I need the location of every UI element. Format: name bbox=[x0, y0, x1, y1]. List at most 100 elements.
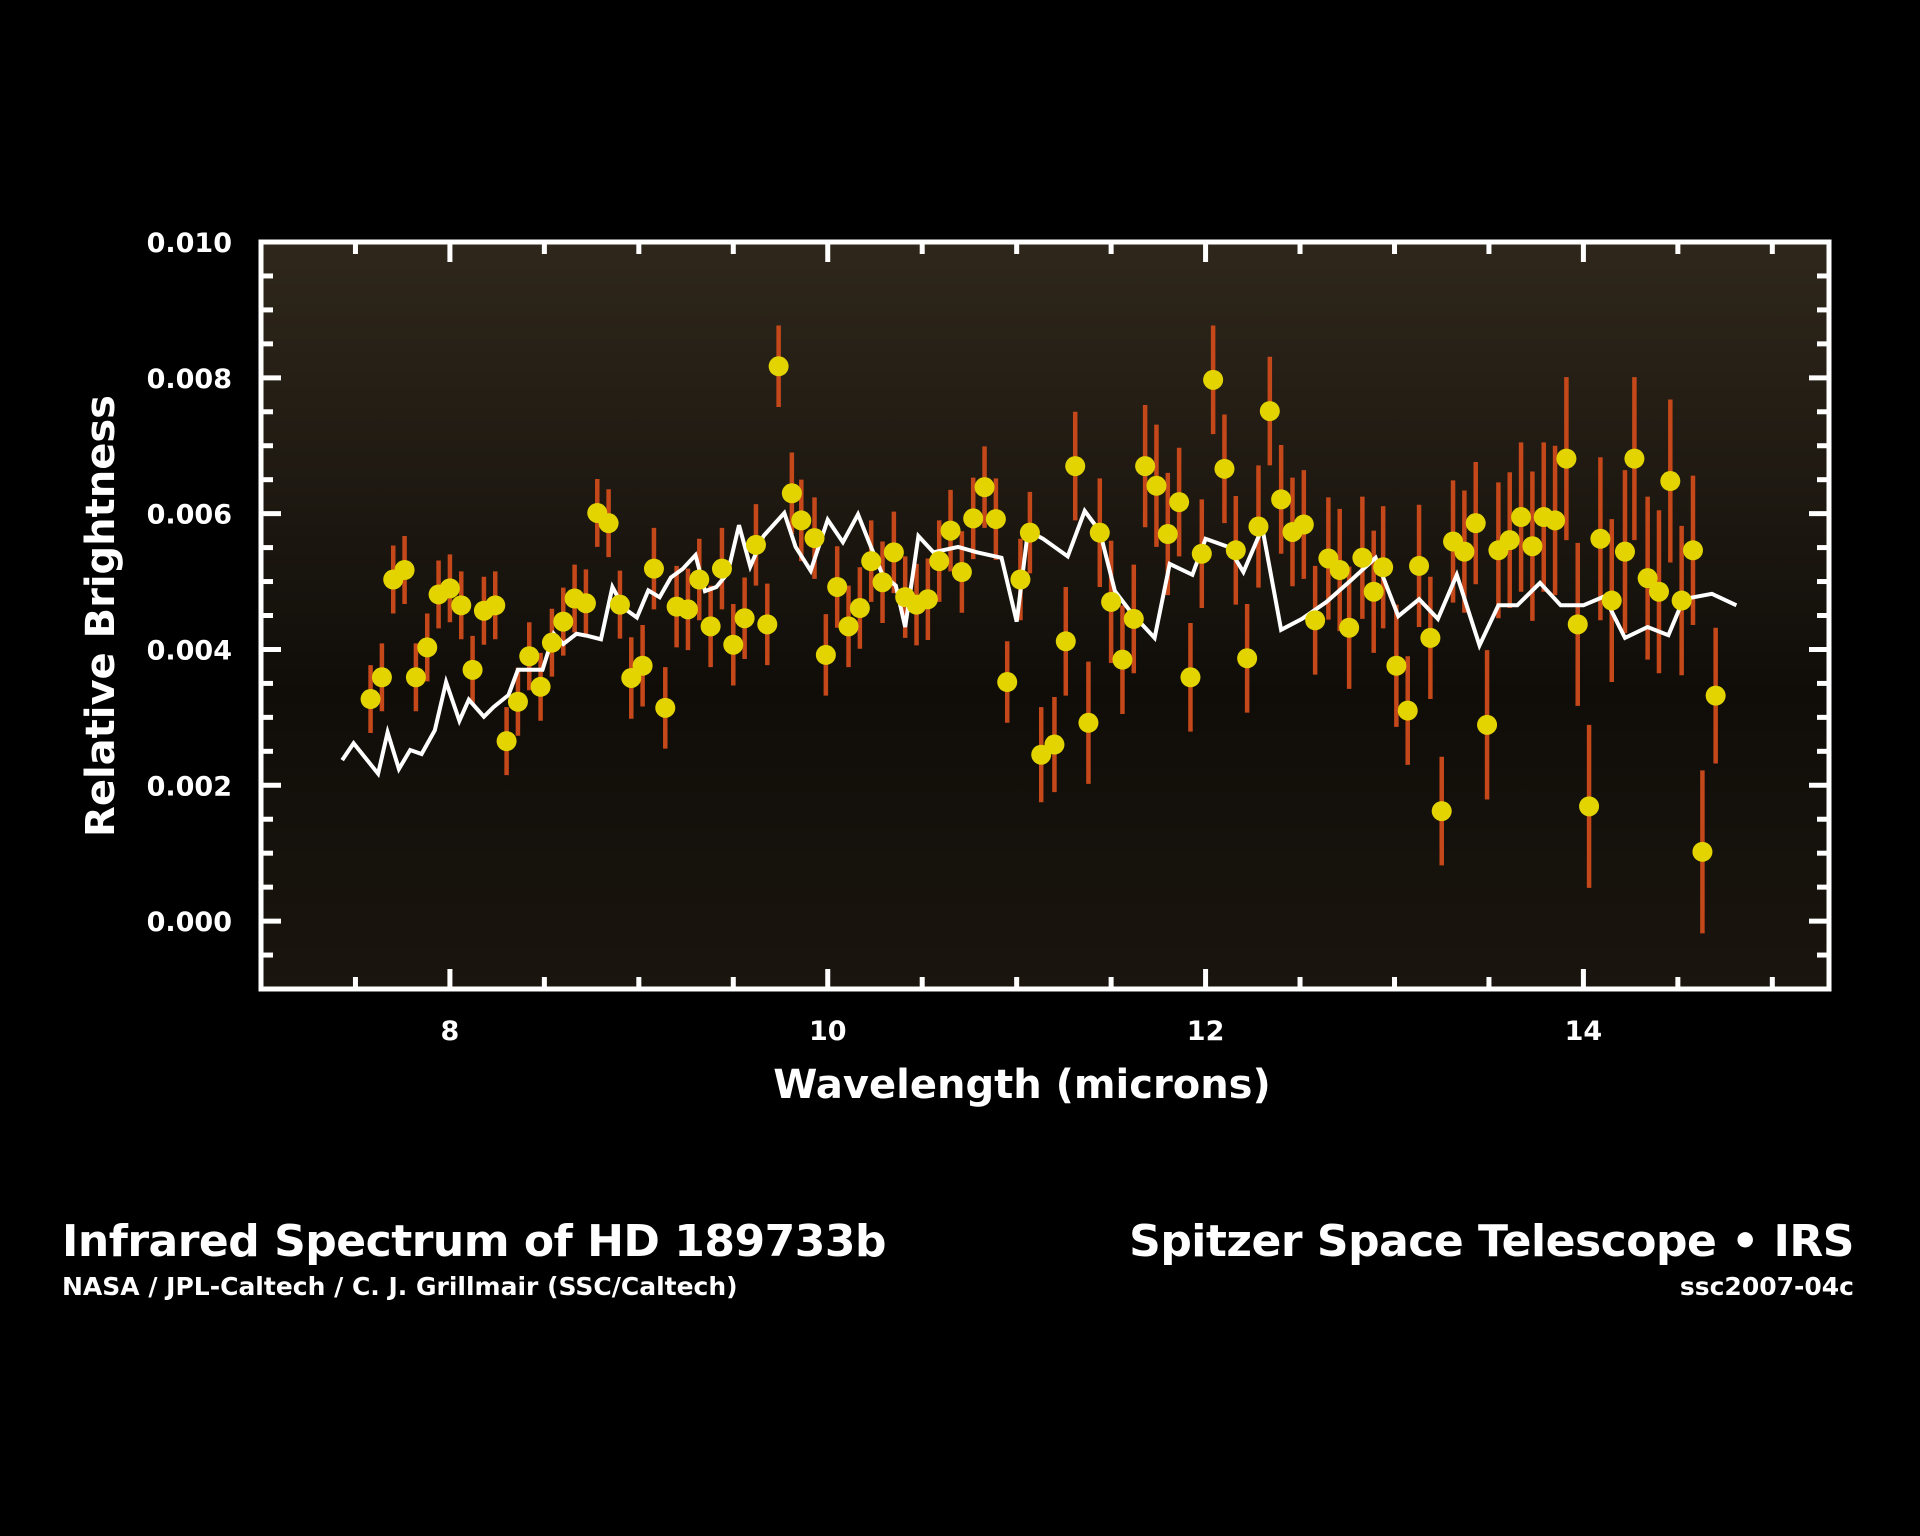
x-tick-label: 14 bbox=[1565, 1016, 1603, 1047]
data-point bbox=[711, 558, 732, 579]
data-point bbox=[1705, 685, 1726, 706]
data-point bbox=[929, 551, 950, 572]
data-point bbox=[861, 551, 882, 572]
data-point bbox=[745, 534, 766, 555]
data-point bbox=[804, 528, 825, 549]
data-point bbox=[1010, 569, 1031, 590]
data-point bbox=[655, 697, 676, 718]
data-point bbox=[1078, 712, 1099, 733]
data-point bbox=[462, 659, 483, 680]
data-point bbox=[723, 634, 744, 655]
data-point bbox=[1692, 841, 1713, 862]
data-point bbox=[1397, 700, 1418, 721]
figure-title: Infrared Spectrum of HD 189733b bbox=[62, 1216, 886, 1267]
data-point bbox=[1386, 655, 1407, 676]
data-point bbox=[1329, 560, 1350, 581]
data-point bbox=[1567, 614, 1588, 635]
data-point bbox=[1305, 610, 1326, 631]
data-point bbox=[1146, 475, 1167, 496]
y-tick-labels: 0.000 0.002 0.004 0.006 0.008 0.010 bbox=[147, 228, 232, 938]
data-point bbox=[1271, 489, 1292, 510]
x-tick-labels: 8 10 12 14 bbox=[441, 1016, 1603, 1047]
data-point bbox=[1169, 492, 1190, 513]
data-point bbox=[1614, 541, 1635, 562]
y-tick-label: 0.002 bbox=[147, 771, 232, 802]
data-point bbox=[677, 599, 698, 620]
data-point bbox=[985, 509, 1006, 530]
data-point bbox=[1420, 627, 1441, 648]
data-point bbox=[1352, 547, 1373, 568]
data-point bbox=[394, 560, 415, 581]
data-point bbox=[609, 594, 630, 615]
data-point bbox=[1065, 456, 1086, 477]
data-point bbox=[1225, 540, 1246, 561]
plot-frame bbox=[258, 239, 1832, 992]
data-point bbox=[1044, 734, 1065, 755]
y-tick-label: 0.006 bbox=[147, 500, 232, 531]
data-point bbox=[598, 513, 619, 534]
data-point bbox=[405, 667, 426, 688]
data-point bbox=[1101, 591, 1122, 612]
data-point bbox=[963, 508, 984, 529]
data-point bbox=[1157, 524, 1178, 545]
data-point bbox=[1624, 448, 1645, 469]
data-point bbox=[1579, 796, 1600, 817]
data-point bbox=[1511, 507, 1532, 528]
data-point bbox=[940, 520, 961, 541]
data-point bbox=[734, 608, 755, 629]
data-point bbox=[1373, 557, 1394, 578]
data-point bbox=[360, 689, 381, 710]
data-point bbox=[632, 655, 653, 676]
data-point bbox=[1637, 568, 1658, 589]
data-point bbox=[997, 672, 1018, 693]
data-marks bbox=[340, 325, 1738, 934]
data-point bbox=[1522, 536, 1543, 557]
data-point bbox=[1237, 648, 1258, 669]
data-point bbox=[1363, 581, 1384, 602]
data-point bbox=[1545, 510, 1566, 531]
x-tick-label: 10 bbox=[809, 1016, 847, 1047]
data-point bbox=[1648, 581, 1669, 602]
y-axis-label: Relative Brightness bbox=[78, 395, 124, 837]
y-tick-label: 0.010 bbox=[147, 228, 232, 259]
y-tick-label: 0.000 bbox=[147, 907, 232, 938]
data-point bbox=[643, 558, 664, 579]
data-point bbox=[1248, 516, 1269, 537]
data-point bbox=[496, 731, 517, 752]
data-point bbox=[1112, 649, 1133, 670]
data-point bbox=[974, 477, 995, 498]
data-point bbox=[1601, 590, 1622, 611]
y-tick-label: 0.004 bbox=[147, 635, 232, 666]
data-point bbox=[700, 616, 721, 637]
image-id: ssc2007-04c bbox=[1679, 1272, 1854, 1301]
data-point bbox=[1682, 540, 1703, 561]
data-point bbox=[1556, 448, 1577, 469]
data-point bbox=[541, 632, 562, 653]
data-point bbox=[553, 611, 574, 632]
data-point bbox=[371, 667, 392, 688]
mission-label: Spitzer Space Telescope • IRS bbox=[1129, 1216, 1854, 1267]
plot-area bbox=[261, 242, 1829, 989]
data-point bbox=[1089, 522, 1110, 543]
data-point bbox=[951, 562, 972, 583]
data-point bbox=[815, 644, 836, 665]
data-point bbox=[1465, 513, 1486, 534]
x-tick-label: 12 bbox=[1187, 1016, 1225, 1047]
data-point bbox=[849, 598, 870, 619]
y-tick-label: 0.008 bbox=[147, 364, 232, 395]
data-point bbox=[827, 576, 848, 597]
data-point bbox=[519, 646, 540, 667]
data-point bbox=[1214, 458, 1235, 479]
data-point bbox=[1259, 401, 1280, 422]
data-point bbox=[1019, 522, 1040, 543]
data-point bbox=[1590, 528, 1611, 549]
data-point bbox=[1180, 667, 1201, 688]
data-point bbox=[1409, 555, 1430, 576]
data-point bbox=[485, 595, 506, 616]
data-point bbox=[575, 593, 596, 614]
data-point bbox=[1499, 530, 1520, 551]
data-point bbox=[1660, 471, 1681, 492]
data-point bbox=[689, 569, 710, 590]
data-point bbox=[1123, 608, 1144, 629]
